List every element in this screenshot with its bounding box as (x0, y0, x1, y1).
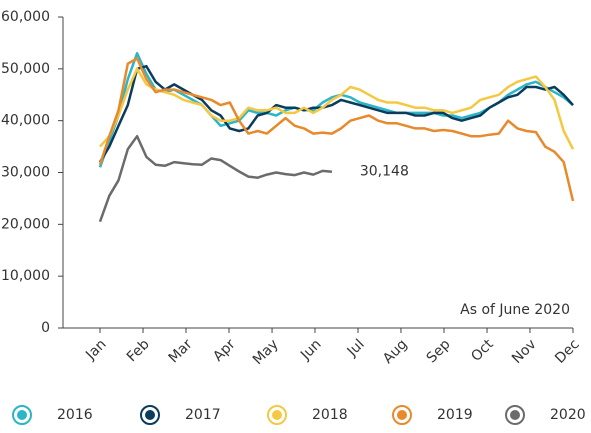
y-tick-label: 40,000 (1, 113, 50, 129)
legend-dot (272, 410, 282, 420)
legend-dot (145, 410, 155, 420)
x-tick-label: Sep (424, 336, 454, 366)
y-tick-label: 10,000 (1, 268, 50, 284)
y-tick-label: 0 (41, 320, 50, 336)
x-tick-label: Nov (509, 336, 540, 367)
x-tick-label: Feb (124, 336, 153, 365)
y-tick-label: 30,000 (1, 165, 50, 181)
y-tick-label: 60,000 (1, 9, 50, 25)
x-tick-label: May (250, 336, 282, 368)
x-tick-label: Jul (344, 336, 368, 360)
legend-label: 2016 (57, 407, 93, 423)
legend-label: 2020 (550, 407, 586, 423)
legend-label: 2019 (437, 407, 473, 423)
legend-label: 2018 (312, 407, 348, 423)
legend-dot (17, 410, 27, 420)
legend-label: 2017 (185, 407, 221, 423)
line-series (98, 134, 333, 223)
line-series (98, 64, 574, 163)
x-tick-label: Dec (552, 336, 582, 366)
legend-dot (510, 410, 520, 420)
line-series (99, 67, 575, 150)
x-tick-label: Jun (297, 336, 324, 363)
y-tick-label: 20,000 (1, 216, 50, 232)
x-tick-label: Mar (166, 336, 196, 366)
x-tick-label: Jan (82, 336, 109, 363)
legend-dot (397, 410, 407, 420)
y-tick-label: 50,000 (1, 61, 50, 77)
line-series (98, 52, 574, 168)
x-tick-label: Aug (380, 336, 411, 367)
x-tick-label: Oct (468, 336, 497, 365)
annotation: As of June 2020 (460, 302, 570, 318)
line-series (98, 57, 575, 202)
data-label: 30,148 (360, 164, 409, 180)
x-tick-label: Apr (210, 336, 239, 365)
